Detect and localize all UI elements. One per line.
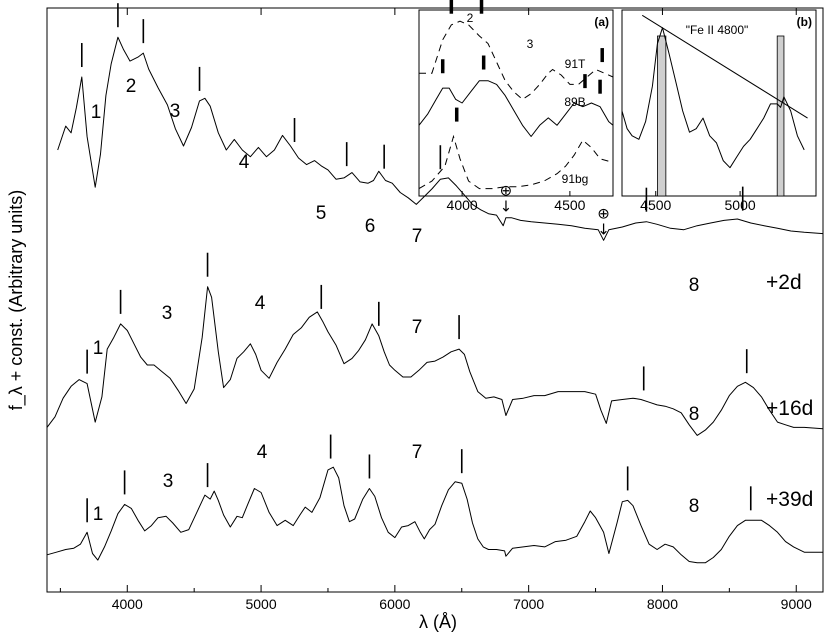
epoch-label: +16d — [766, 397, 813, 420]
inset-b-tick-label: 4500 — [640, 197, 671, 213]
feature-label-2d-6: 6 — [365, 216, 376, 237]
feature-label-2d-2: 2 — [126, 76, 137, 97]
feature-label-16d-8: 8 — [689, 404, 700, 425]
feature-label-2d-3: 3 — [170, 101, 181, 122]
feature-label-2d-1: 1 — [91, 102, 102, 123]
feature-label-2d-7: 7 — [412, 226, 423, 247]
telluric-symbol: ⊕ — [500, 182, 513, 200]
y-axis-label: f_λ + const. (Arbitrary units) — [6, 190, 27, 411]
main-plot-axes: 4000 5000 6000 7000 8000 9000 — [46, 7, 824, 612]
telluric-arrow: ↓ — [597, 220, 610, 238]
inset-panel-a: 4000 4500 (a) 2 3 91T 89B 91bg — [418, 0, 614, 213]
inset-a-label-89B: 89B — [564, 95, 585, 109]
spectrum-line-16d — [46, 286, 824, 436]
feature-label-39d-8: 8 — [689, 496, 700, 517]
inset-a-label-91T: 91T — [565, 57, 586, 71]
x-tick-label: 8000 — [647, 596, 678, 612]
inset-panel-b: 4500 5000 (b) "Fe II 4800" — [621, 9, 817, 213]
inset-a-panel-label: (a) — [594, 15, 609, 29]
feature-label-2d-4: 4 — [239, 152, 250, 173]
telluric-arrow: ↓ — [500, 198, 513, 216]
x-tick-label: 7000 — [513, 596, 544, 612]
feature-label-39d-3: 3 — [163, 471, 174, 492]
x-tick-label: 5000 — [245, 596, 276, 612]
x-axis-label: λ (Å) — [419, 612, 457, 632]
inset-a-line-91bg — [418, 134, 614, 190]
inset-b-continuum-line — [641, 14, 808, 119]
x-tick-label: 6000 — [379, 596, 410, 612]
main-plot-feature-marks — [80, 3, 752, 523]
feature-label-16d-4: 4 — [255, 293, 266, 314]
spectrum-line-39d — [46, 466, 823, 564]
spectrum-line-2d — [57, 36, 824, 241]
epoch-label: +2d — [766, 271, 802, 294]
inset-a-label-3: 3 — [527, 37, 534, 51]
feature-label-39d-4: 4 — [257, 442, 268, 463]
x-tick-label: 4000 — [112, 596, 143, 612]
telluric-symbol: ⊕ — [597, 204, 610, 222]
inset-b-tick-label: 5000 — [725, 197, 756, 213]
inset-b-title: "Fe II 4800" — [686, 23, 749, 37]
main-plot-frame — [46, 7, 824, 593]
epoch-label: +39d — [766, 488, 813, 511]
feature-label-2d-5: 5 — [316, 203, 327, 224]
inset-a-line-89B — [418, 80, 614, 137]
feature-label-16d-3: 3 — [162, 303, 173, 324]
inset-b-shaded-band — [657, 35, 667, 197]
inset-b-frame — [621, 9, 817, 197]
inset-a-label-91bg: 91bg — [562, 172, 589, 186]
inset-a-tick-label: 4000 — [447, 197, 478, 213]
main-plot-series — [46, 36, 824, 564]
inset-b-spectrum-line — [621, 27, 805, 169]
inset-b-panel-label: (b) — [797, 15, 812, 29]
feature-label-2d-8: 8 — [689, 275, 700, 296]
inset-a-tick-label: 4500 — [554, 197, 585, 213]
inset-a-label-2: 2 — [467, 11, 474, 25]
feature-label-39d-7: 7 — [412, 442, 423, 463]
x-tick-label: 9000 — [781, 596, 812, 612]
inset-a-line-91T — [419, 20, 614, 100]
inset-b-shaded-band — [776, 35, 785, 197]
feature-label-16d-1: 1 — [93, 338, 104, 359]
feature-label-16d-7: 7 — [412, 317, 423, 338]
feature-label-39d-1: 1 — [93, 504, 104, 525]
inset-a-frame — [418, 9, 614, 197]
